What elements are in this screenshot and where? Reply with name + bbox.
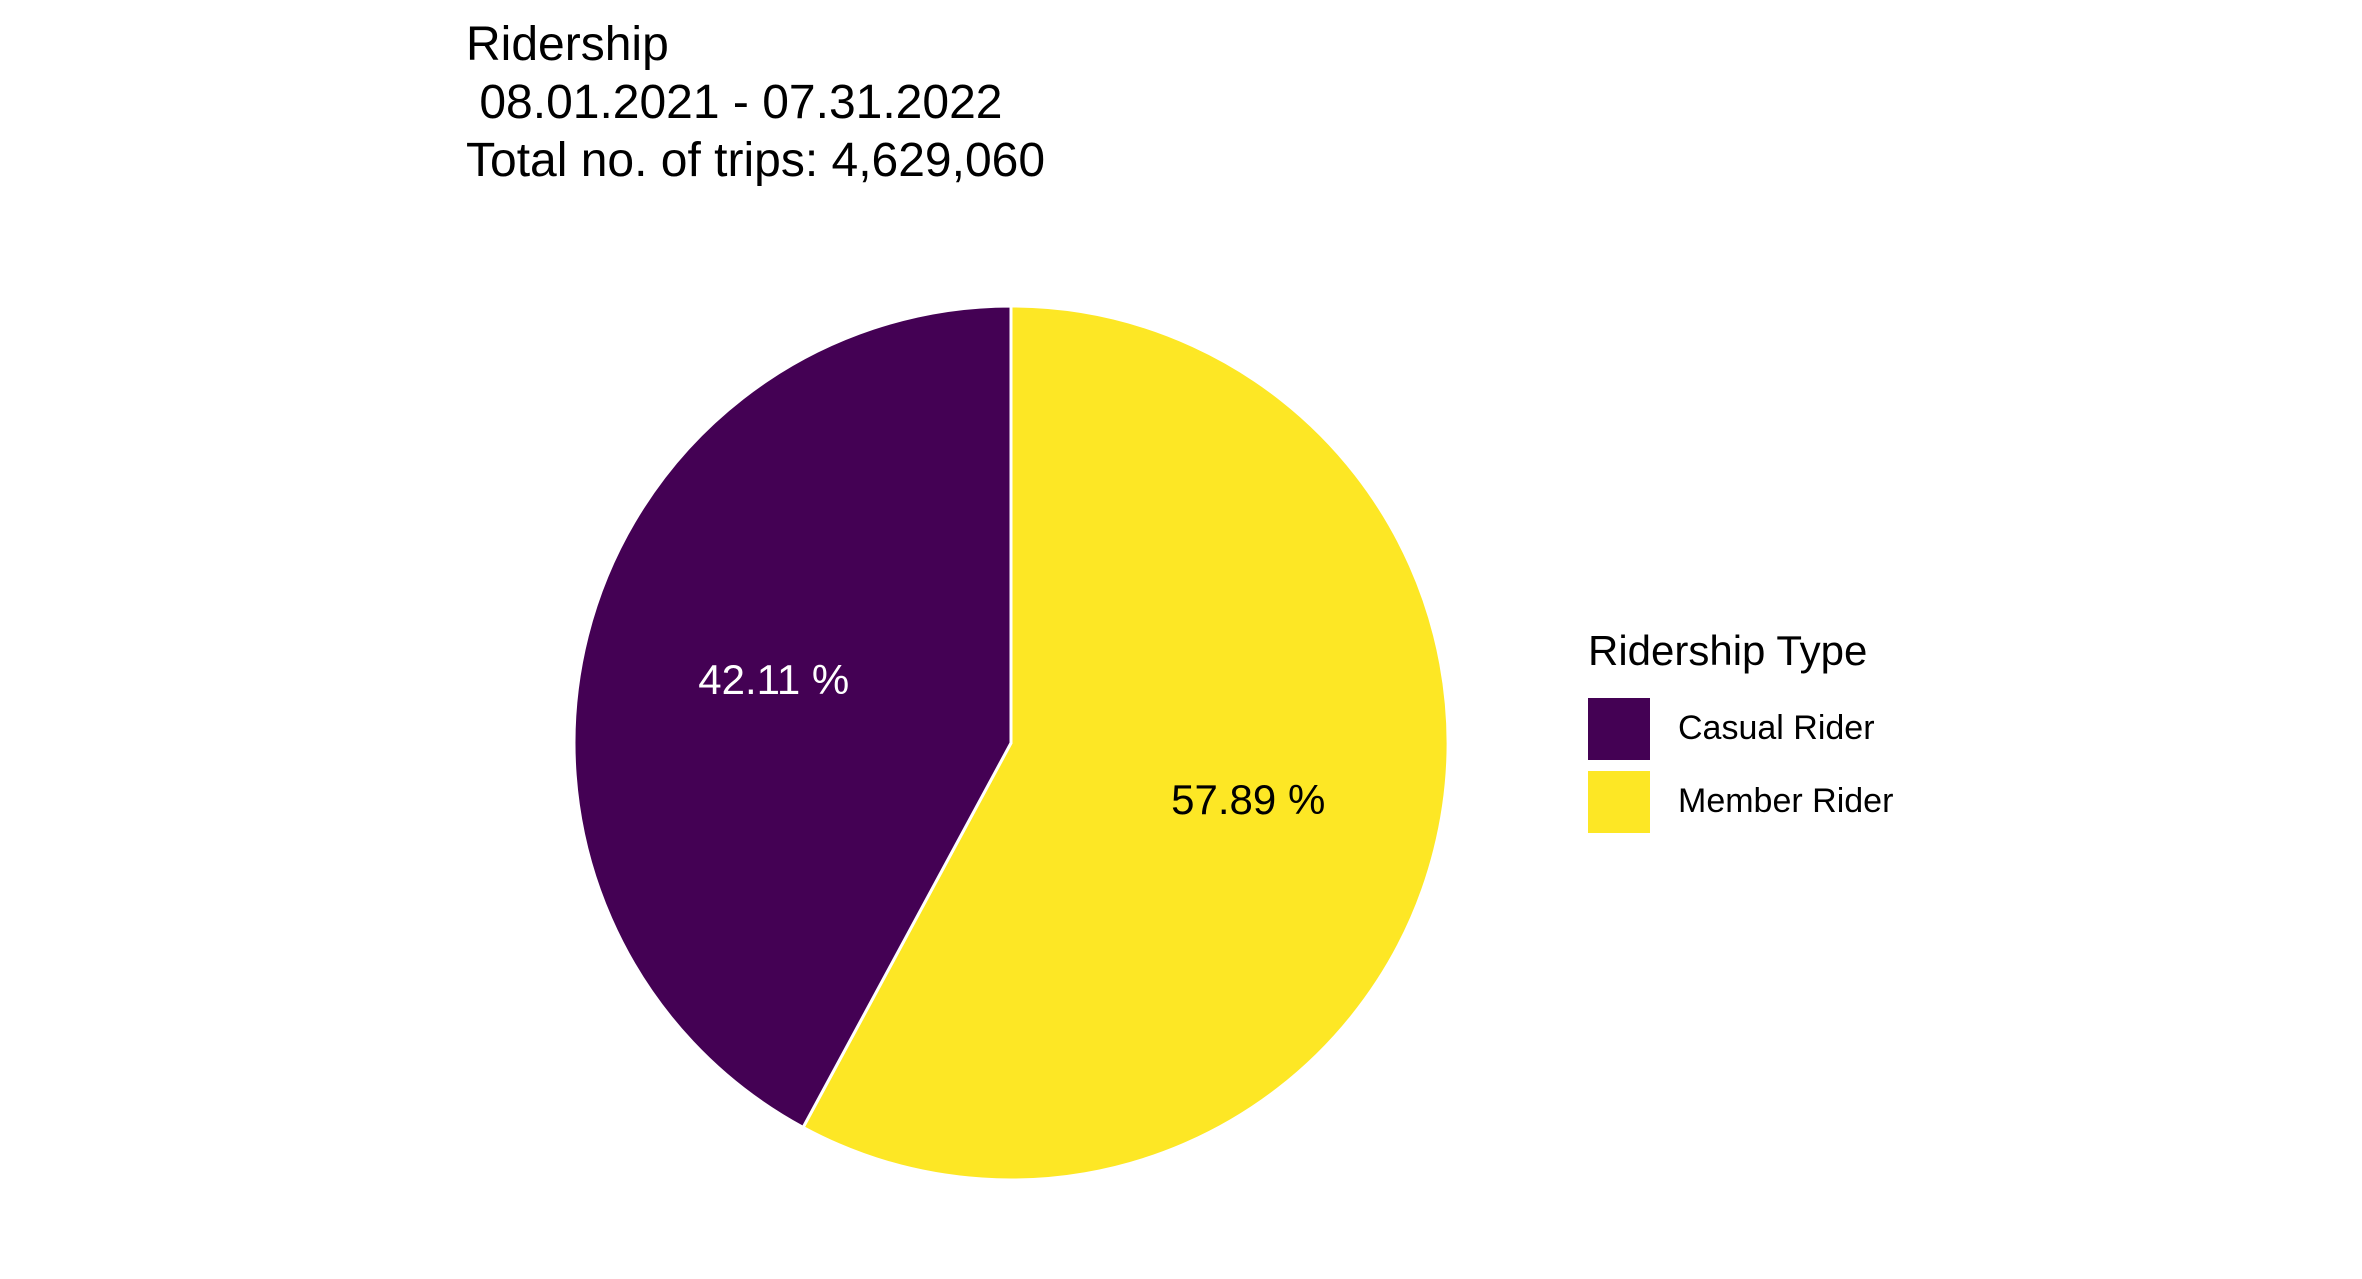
chart-caption: Total no. of trips: 4,629,060 — [466, 134, 1046, 187]
legend: Ridership Type Casual Rider Member Rider — [1588, 626, 1893, 838]
pie-slice-member-rider — [801, 304, 1450, 1182]
data-label-casual-rider: 42.11 % — [698, 656, 849, 703]
data-label-member-rider: 57.89 % — [1171, 776, 1325, 823]
chart-title-block: Ridership 08.01.2021 - 07.31.2022 Total … — [466, 16, 1045, 190]
legend-title: Ridership Type — [1588, 627, 1868, 674]
chart-subtitle: 08.01.2021 - 07.31.2022 — [466, 76, 1003, 129]
legend-key-casual-rider — [1588, 697, 1650, 760]
legend-key-member-rider — [1588, 770, 1650, 833]
legend-label-casual-rider: Casual Rider — [1678, 709, 1875, 747]
legend-label-member-rider: Member Rider — [1678, 782, 1894, 820]
pie-slice-casual-rider — [572, 304, 1013, 1130]
legend-item-casual-rider: Casual Rider — [1588, 692, 1893, 765]
chart-title: Ridership — [466, 18, 669, 71]
legend-item-member-rider: Member Rider — [1588, 765, 1893, 838]
